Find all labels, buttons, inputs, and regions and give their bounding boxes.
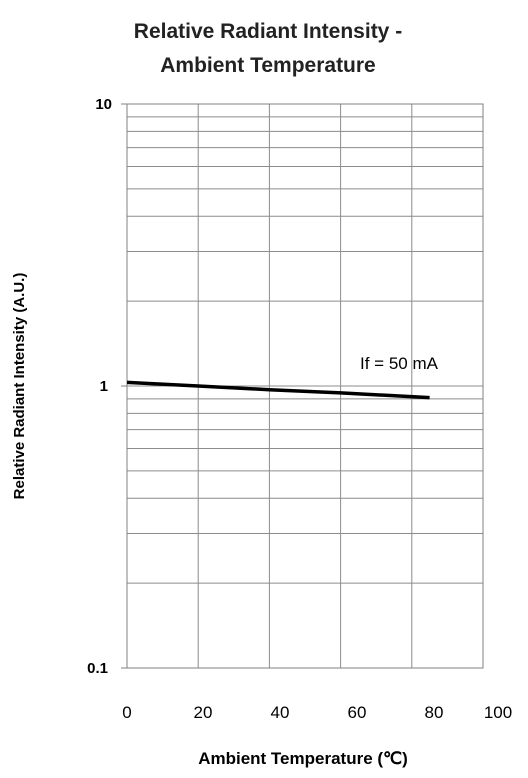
series-line xyxy=(126,380,430,400)
x-tick-label: 0 xyxy=(122,703,131,722)
x-tick-label: 80 xyxy=(425,703,444,722)
x-tick-label: 40 xyxy=(271,703,290,722)
series-layer xyxy=(126,380,430,400)
y-tick-label: 1 xyxy=(100,378,108,395)
y-axis-title: Relative Radiant Intensity (A.U.) xyxy=(11,273,28,500)
x-tick-label: 100 xyxy=(484,703,512,722)
x-axis-title: Ambient Temperature (℃) xyxy=(198,749,408,768)
chart-title-line-1: Relative Radiant Intensity - xyxy=(134,20,402,43)
grid xyxy=(121,103,483,669)
y-tick-label: 0.1 xyxy=(87,660,108,677)
y-axis-ticks: 10 1 0.1 xyxy=(87,96,112,677)
x-axis-ticks: 0 20 40 60 80 100 xyxy=(122,703,512,722)
plot-frame xyxy=(126,103,484,669)
curve-annotation: If = 50 mA xyxy=(360,354,439,373)
chart-title-line-2: Ambient Temperature xyxy=(160,54,376,77)
x-tick-label: 20 xyxy=(194,703,213,722)
y-tick-label: 10 xyxy=(95,96,112,113)
x-tick-label: 60 xyxy=(348,703,367,722)
